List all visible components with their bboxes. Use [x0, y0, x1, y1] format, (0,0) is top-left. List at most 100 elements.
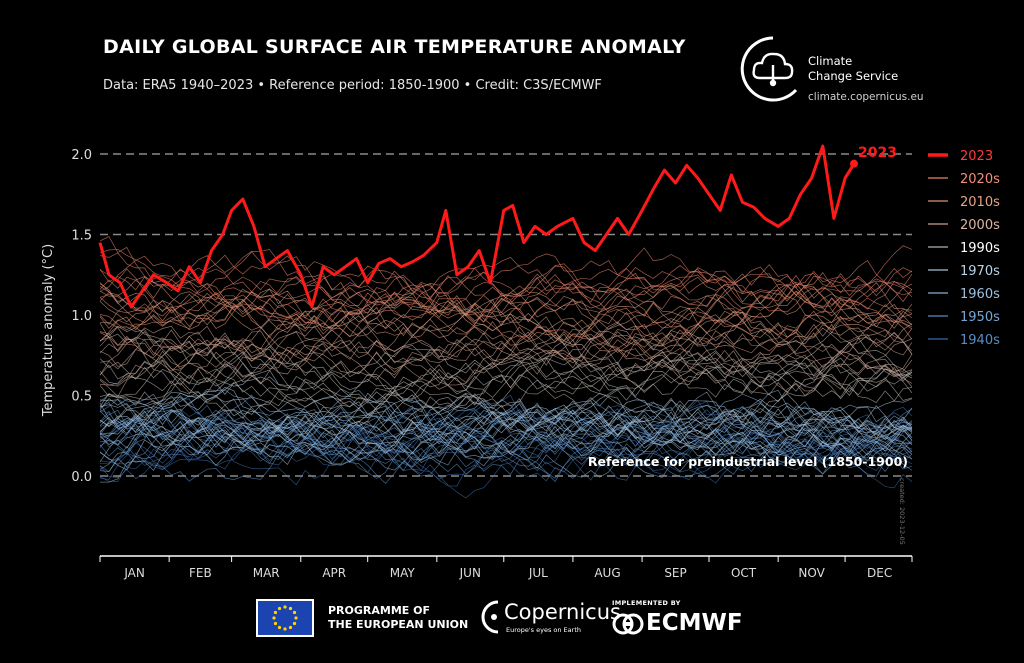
- x-tick-label: AUG: [594, 566, 620, 580]
- year-line-2010s: [99, 284, 913, 362]
- year-line-2000s: [99, 322, 913, 374]
- year-line-2020s: [99, 248, 913, 323]
- eu-star: [272, 616, 276, 620]
- year-line-2020s: [99, 245, 913, 301]
- eu-star: [292, 610, 297, 615]
- legend-label-1950s: 1950s: [960, 310, 1000, 325]
- y-tick-label: 1.0: [71, 309, 92, 324]
- year-line-2010s: [99, 282, 913, 360]
- y-axis-ticks: 0.0 0.5 1.0 1.5 2.0 Temperature anomaly (°C): [41, 148, 92, 485]
- year-line-1990s: [99, 333, 913, 407]
- x-tick-label: FEB: [189, 566, 212, 580]
- year-line-1940s: [99, 406, 913, 487]
- highlight-series: [98, 144, 858, 309]
- year-line-1960s: [99, 389, 913, 466]
- year-line-1960s: [99, 402, 913, 465]
- year-line-2020s: [99, 255, 913, 328]
- year-line-1950s: [99, 396, 913, 464]
- annotations: Reference for preindustrial level (1850-…: [588, 145, 908, 469]
- eu-programme-text: PROGRAMME OF THE EUROPEAN UNION: [328, 604, 468, 632]
- year-line-1990s: [99, 356, 913, 428]
- x-tick-label: MAY: [390, 566, 416, 580]
- year-line-1990s: [99, 343, 913, 401]
- c3s-logo-icon: [740, 36, 798, 102]
- x-tick-label: NOV: [798, 566, 825, 580]
- year-line-2010s: [99, 276, 913, 343]
- copernicus-tagline: Europe's eyes on Earth: [506, 626, 581, 634]
- year-line-1950s: [99, 418, 913, 464]
- year-line-1970s: [99, 398, 913, 452]
- year-line-1940s: [99, 425, 913, 499]
- year-line-2010s: [99, 281, 913, 347]
- legend-label-2020s: 2020s: [960, 172, 1000, 187]
- legend-label-2023: 2023: [960, 149, 993, 164]
- year-line-1990s: [99, 334, 913, 397]
- eu-star: [277, 606, 282, 611]
- eu-star: [283, 605, 287, 609]
- year-line-1970s: [99, 392, 913, 454]
- year-line-2010s: [99, 283, 913, 346]
- y-tick-label: 0.0: [71, 470, 92, 485]
- legend-label-2000s: 2000s: [960, 218, 1000, 233]
- year-line-2000s: [99, 329, 913, 393]
- copernicus-wordmark: Copernicus: [504, 600, 621, 624]
- year-line-2000s: [99, 299, 913, 373]
- year-line-2020s: [99, 263, 913, 335]
- year-line-1970s: [99, 393, 913, 460]
- brand-line-1: Climate: [808, 54, 853, 68]
- series-end-point: [850, 159, 858, 168]
- year-line-1960s: [99, 419, 913, 472]
- x-tick-label: MAR: [253, 566, 280, 580]
- eu-star: [288, 625, 293, 630]
- legend-label-1990s: 1990s: [960, 241, 1000, 256]
- y-tick-label: 2.0: [71, 148, 92, 163]
- year-line-1970s: [99, 382, 913, 453]
- legend-label-1940s: 1940s: [960, 333, 1000, 348]
- eu-star: [273, 610, 278, 615]
- year-line-1970s: [99, 387, 913, 466]
- x-tick-label: OCT: [731, 566, 757, 580]
- year-line-1970s: [99, 369, 913, 451]
- eu-flag-icon: [256, 599, 314, 637]
- reference-annotation: Reference for preindustrial level (1850-…: [588, 454, 908, 469]
- year-line-1950s: [99, 402, 913, 468]
- year-line-2020s: [99, 267, 913, 324]
- x-tick-label: SEP: [664, 566, 686, 580]
- eu-star: [277, 625, 282, 630]
- year-line-1960s: [99, 405, 913, 478]
- brand-line-2: Change Service: [808, 69, 899, 83]
- legend-label-1960s: 1960s: [960, 287, 1000, 302]
- y-tick-label: 0.5: [71, 390, 92, 405]
- eu-star: [292, 621, 297, 626]
- series-end-label: 2023: [858, 145, 897, 161]
- eu-line-2: THE EUROPEAN UNION: [328, 618, 469, 631]
- ecmwf-wordmark: ECMWF: [646, 610, 743, 636]
- x-tick-label: JAN: [123, 566, 145, 580]
- x-tick-label: APR: [322, 566, 346, 580]
- year-line-2000s: [99, 318, 913, 387]
- year-line-1990s: [99, 351, 913, 427]
- year-line-2020s: [99, 236, 913, 329]
- created-date: created: 2023-12-05: [898, 478, 906, 545]
- series-line-2023: [98, 144, 856, 309]
- x-tick-label: JUN: [459, 566, 481, 580]
- c3s-brand: Climate Change Service climate.copernicu…: [740, 34, 990, 104]
- copernicus-icon: [481, 600, 499, 634]
- brand-url: climate.copernicus.eu: [808, 91, 924, 103]
- y-tick-label: 1.5: [71, 229, 92, 244]
- eu-star: [273, 621, 278, 626]
- year-line-1970s: [99, 395, 913, 471]
- y-axis-label: Temperature anomaly (°C): [41, 244, 56, 417]
- x-axis: JAN FEB MAR APR MAY JUN JUL AUG SEP OCT NOV DEC: [99, 555, 913, 580]
- year-line-1970s: [99, 391, 913, 456]
- eu-star: [294, 616, 298, 620]
- ecmwf-icon: [612, 613, 644, 635]
- year-line-1990s: [99, 340, 913, 403]
- eu-star: [283, 627, 287, 631]
- eu-star: [288, 606, 293, 611]
- reference-gridlines: [100, 153, 912, 477]
- year-line-1940s: [99, 394, 913, 474]
- year-line-1960s: [100, 405, 913, 483]
- legend: 2023 2020s 2010s 2000s 1990s 1970s 1960s 1950s 1…: [928, 149, 1000, 348]
